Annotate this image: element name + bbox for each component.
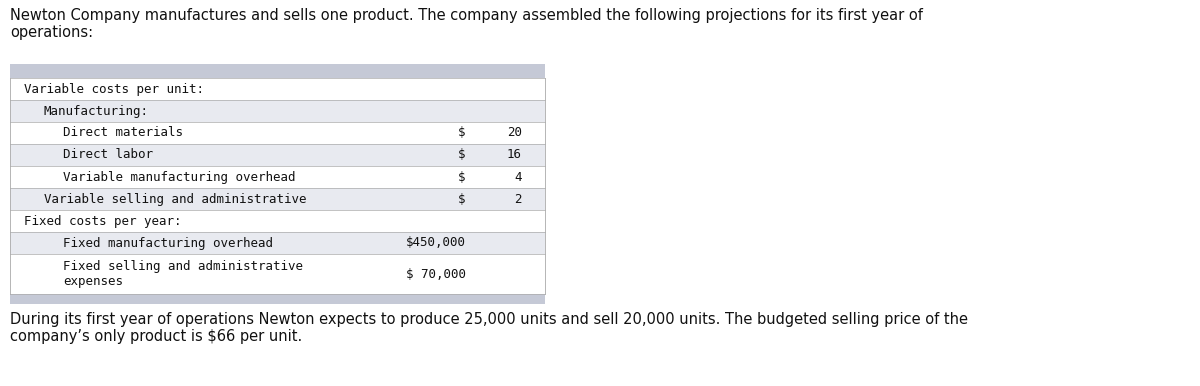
Text: 16: 16 — [508, 149, 522, 161]
Text: Direct materials: Direct materials — [62, 127, 182, 139]
Text: Fixed costs per year:: Fixed costs per year: — [24, 215, 182, 227]
Text: $: $ — [458, 193, 466, 205]
Text: Newton Company manufactures and sells one product. The company assembled the fol: Newton Company manufactures and sells on… — [10, 8, 923, 41]
Text: $: $ — [458, 149, 466, 161]
Bar — [10, 144, 545, 166]
Text: $450,000: $450,000 — [406, 237, 466, 249]
Text: 20: 20 — [508, 127, 522, 139]
Text: Manufacturing:: Manufacturing: — [43, 105, 149, 117]
Bar — [10, 232, 545, 254]
Bar — [10, 254, 545, 294]
Text: $: $ — [458, 171, 466, 183]
Bar — [10, 294, 545, 304]
Text: $: $ — [458, 127, 466, 139]
Bar — [10, 122, 545, 144]
Text: Fixed selling and administrative
expenses: Fixed selling and administrative expense… — [62, 260, 302, 288]
Text: Direct labor: Direct labor — [62, 149, 152, 161]
Text: During its first year of operations Newton expects to produce 25,000 units and s: During its first year of operations Newt… — [10, 312, 968, 344]
Bar — [10, 188, 545, 210]
Bar — [10, 210, 545, 232]
Text: Variable selling and administrative: Variable selling and administrative — [43, 193, 306, 205]
Text: $ 70,000: $ 70,000 — [406, 267, 466, 281]
Bar — [10, 78, 545, 100]
Text: Fixed manufacturing overhead: Fixed manufacturing overhead — [62, 237, 272, 249]
Bar — [10, 64, 545, 78]
Bar — [10, 100, 545, 122]
Text: 2: 2 — [515, 193, 522, 205]
Text: 4: 4 — [515, 171, 522, 183]
Text: Variable manufacturing overhead: Variable manufacturing overhead — [62, 171, 295, 183]
Text: Variable costs per unit:: Variable costs per unit: — [24, 83, 204, 95]
Bar — [10, 166, 545, 188]
